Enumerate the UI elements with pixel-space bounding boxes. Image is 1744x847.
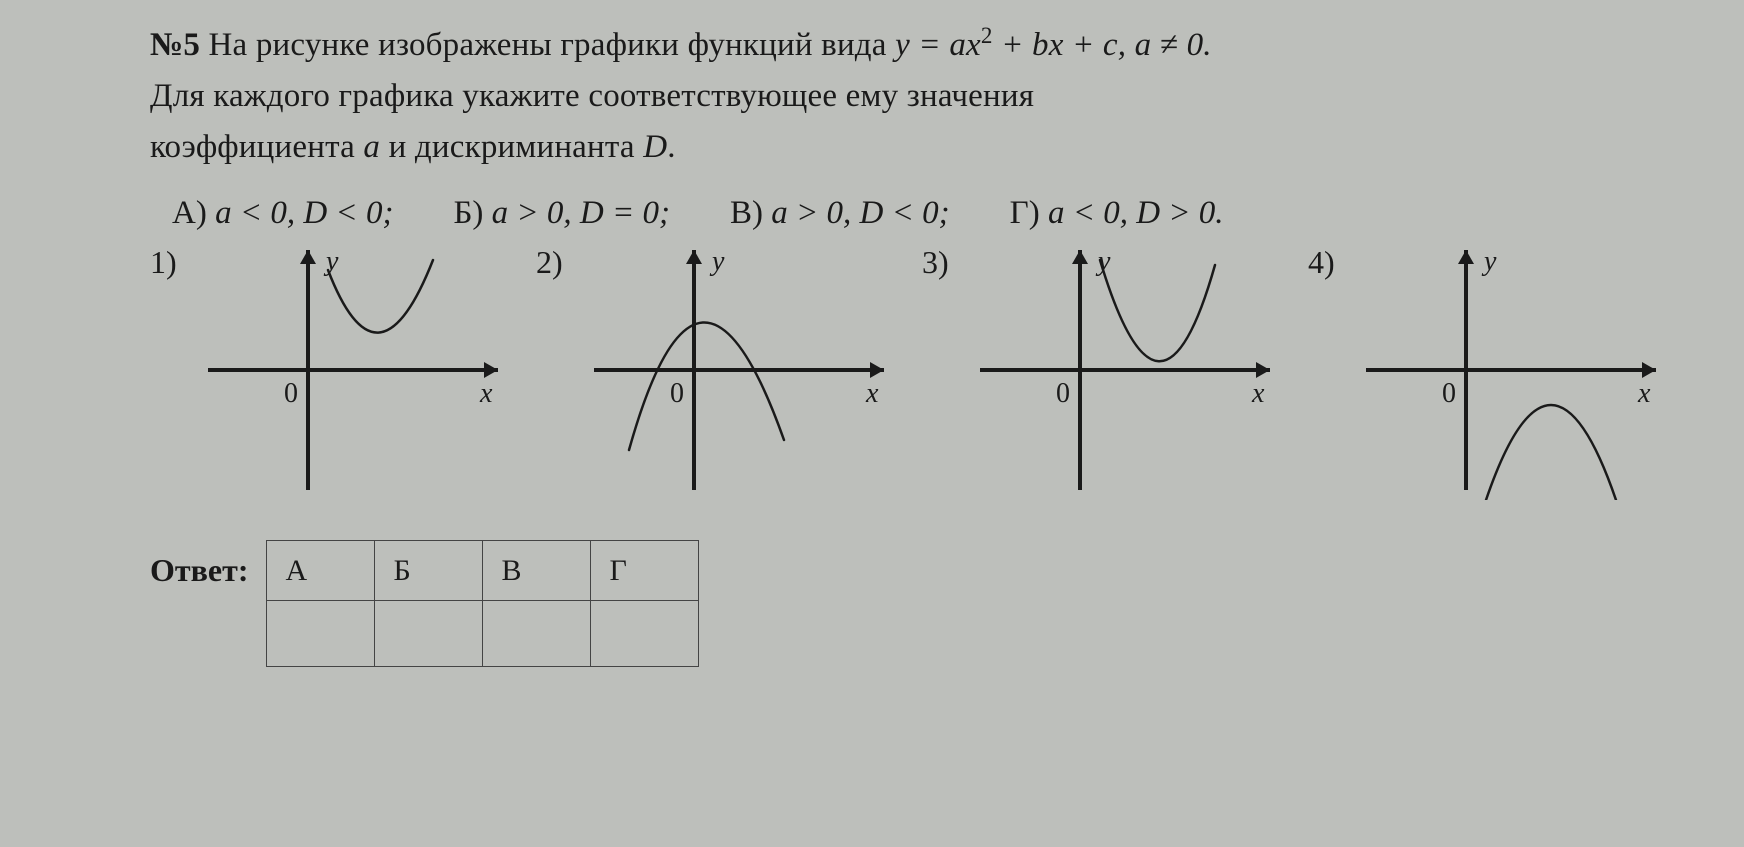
text-fragment: и дискриминанта <box>380 129 643 165</box>
table-row: А Б В Г <box>267 541 699 601</box>
table-row <box>267 601 699 667</box>
discriminant-D: D <box>643 129 667 165</box>
answer-table: А Б В Г <box>266 540 699 667</box>
parabola-curve <box>1486 405 1616 500</box>
answer-header-v: В <box>483 541 591 601</box>
answer-cell-v[interactable] <box>483 601 591 667</box>
graph-3: 3) y x 0 <box>922 240 1290 500</box>
text-fragment: . <box>667 129 675 165</box>
answer-header-a: А <box>267 541 375 601</box>
svg-text:x: x <box>1251 378 1265 409</box>
svg-text:0: 0 <box>284 378 298 409</box>
text-fragment: На рисунке изображены графики функций ви… <box>209 27 896 63</box>
option-v: В) a > 0, D < 0; <box>730 195 950 232</box>
options-row: А) a < 0, D < 0; Б) a > 0, D = 0; В) a >… <box>172 195 1664 232</box>
graph-2-svg: y x 0 <box>584 240 904 500</box>
svg-text:x: x <box>1637 378 1651 409</box>
svg-text:0: 0 <box>1056 378 1070 409</box>
svg-text:0: 0 <box>670 378 684 409</box>
graph-3-svg: y x 0 <box>970 240 1290 500</box>
answer-cell-b[interactable] <box>375 601 483 667</box>
graphs-row: 1) y x 0 2) y x 0 <box>150 240 1664 500</box>
svg-text:y: y <box>1481 246 1497 277</box>
problem-number: №5 <box>150 27 200 63</box>
text-fragment: коэффициента <box>150 129 363 165</box>
graph-number: 3) <box>922 244 966 281</box>
answer-header-b: Б <box>375 541 483 601</box>
graph-number: 2) <box>536 244 580 281</box>
graph-4-svg: y x 0 <box>1356 240 1676 500</box>
parabola-curve <box>629 323 784 451</box>
svg-text:x: x <box>479 378 493 409</box>
svg-text:x: x <box>865 378 879 409</box>
graph-number: 4) <box>1308 244 1352 281</box>
svg-text:y: y <box>709 246 725 277</box>
parabola-curve <box>328 260 433 333</box>
option-b: Б) a > 0, D = 0; <box>453 195 670 232</box>
answer-header-g: Г <box>591 541 699 601</box>
formula: y = ax2 + bx + c, a ≠ 0. <box>895 27 1212 63</box>
answer-cell-g[interactable] <box>591 601 699 667</box>
svg-text:y: y <box>323 246 339 277</box>
problem-statement: №5 На рисунке изображены графики функций… <box>150 18 1664 173</box>
graph-number: 1) <box>150 244 194 281</box>
coef-a: a <box>363 129 380 165</box>
parabola-curve <box>1100 260 1215 361</box>
graph-1-svg: y x 0 <box>198 240 518 500</box>
text-fragment: Для каждого графика укажите соответствую… <box>150 78 1034 114</box>
graph-1: 1) y x 0 <box>150 240 518 500</box>
answer-label: Ответ: <box>150 540 248 589</box>
option-a: А) a < 0, D < 0; <box>172 195 393 232</box>
answer-row: Ответ: А Б В Г <box>150 540 1664 667</box>
svg-text:0: 0 <box>1442 378 1456 409</box>
option-g: Г) a < 0, D > 0. <box>1010 195 1224 232</box>
graph-4: 4) y x 0 <box>1308 240 1676 500</box>
answer-cell-a[interactable] <box>267 601 375 667</box>
graph-2: 2) y x 0 <box>536 240 904 500</box>
